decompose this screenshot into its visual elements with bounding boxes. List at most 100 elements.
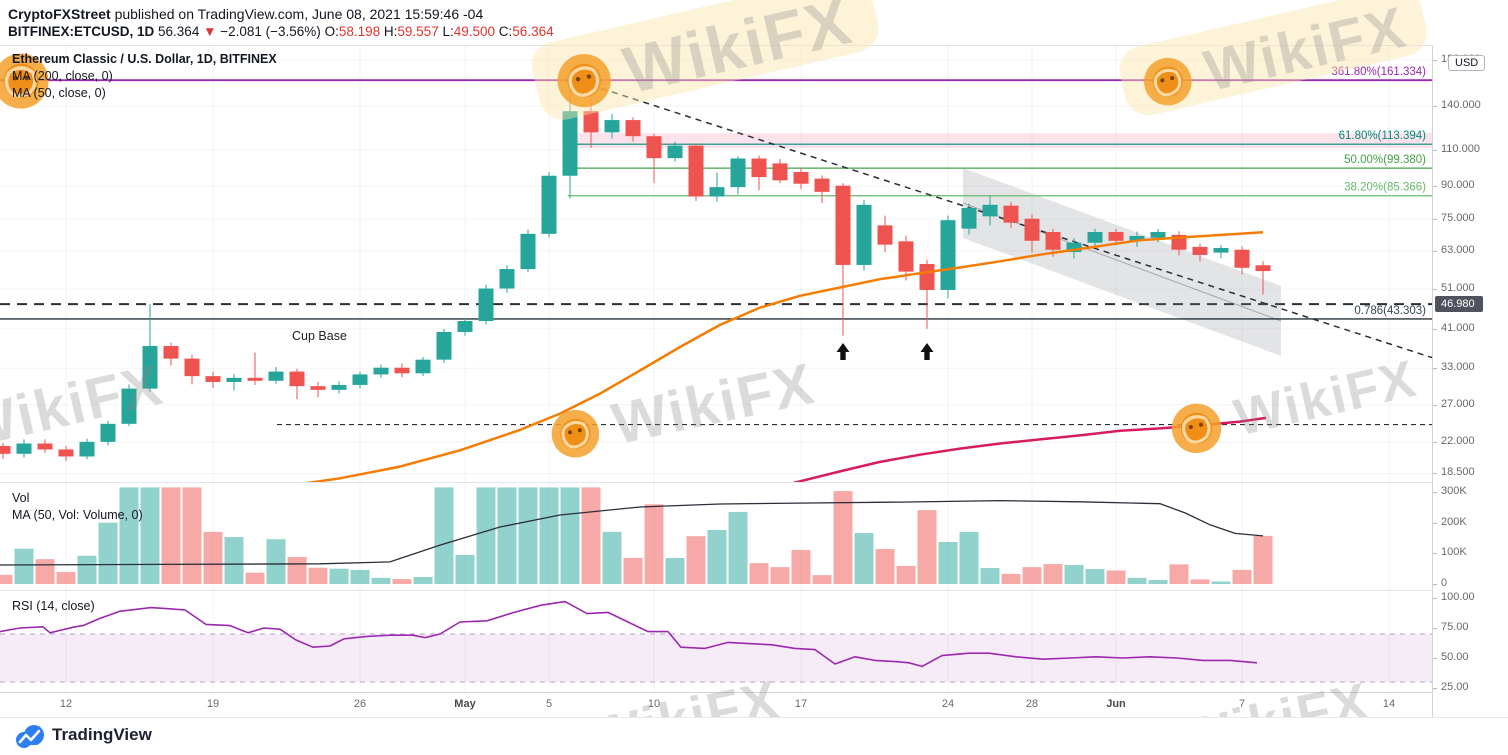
volume-bar[interactable] xyxy=(959,531,979,584)
candle-body[interactable] xyxy=(709,187,725,197)
candle-body[interactable] xyxy=(1192,246,1208,255)
candle-body[interactable] xyxy=(1150,232,1166,238)
candle-body[interactable] xyxy=(520,233,536,270)
volume-axis-label[interactable]: 100K xyxy=(1441,546,1467,559)
volume-bar[interactable] xyxy=(56,572,76,584)
candle-body[interactable] xyxy=(835,185,851,265)
volume-bar[interactable] xyxy=(812,575,832,584)
volume-bar[interactable] xyxy=(413,576,433,584)
volume-bar[interactable] xyxy=(1148,580,1168,584)
volume-axis-label[interactable]: 300K xyxy=(1441,484,1467,497)
volume-bar[interactable] xyxy=(182,487,202,584)
time-axis-label[interactable]: 24 xyxy=(941,698,955,710)
candle-body[interactable] xyxy=(226,377,242,382)
candle-body[interactable] xyxy=(415,359,431,374)
volume-bar[interactable] xyxy=(749,563,769,584)
candle-body[interactable] xyxy=(1234,249,1250,268)
volume-bar[interactable] xyxy=(623,557,643,584)
price-axis-label[interactable]: 41.000 xyxy=(1441,321,1475,334)
candle-body[interactable] xyxy=(436,331,452,360)
rsi-axis-label[interactable]: 100.00 xyxy=(1441,591,1475,603)
candle-body[interactable] xyxy=(16,443,32,454)
volume-bar[interactable] xyxy=(539,487,559,584)
candle-body[interactable] xyxy=(751,158,767,178)
volume-bar[interactable] xyxy=(791,549,811,584)
candle-body[interactable] xyxy=(541,175,557,234)
volume-bar[interactable] xyxy=(1190,579,1210,584)
candle-body[interactable] xyxy=(289,371,305,387)
time-axis-label[interactable]: 28 xyxy=(1025,698,1039,710)
candle-body[interactable] xyxy=(79,441,95,457)
price-axis-label[interactable]: 22.000 xyxy=(1441,434,1475,447)
volume-bar[interactable] xyxy=(1169,564,1189,584)
candle-body[interactable] xyxy=(394,367,410,374)
volume-bar[interactable] xyxy=(1253,535,1273,584)
volume-bar[interactable] xyxy=(329,568,349,584)
candle-body[interactable] xyxy=(688,145,704,197)
ma50-line[interactable] xyxy=(290,231,1264,482)
candle-body[interactable] xyxy=(1255,265,1271,272)
price-axis-label[interactable]: 140.000 xyxy=(1441,98,1481,111)
pane-separator-volume[interactable] xyxy=(0,482,1432,483)
volume-axis-label[interactable]: 0 xyxy=(1441,577,1448,589)
candle-body[interactable] xyxy=(331,384,347,390)
candle-body[interactable] xyxy=(646,136,662,159)
time-axis-label[interactable]: 5 xyxy=(545,698,553,710)
main-price-pane[interactable]: 361.80%(161.334) 61.80%(113.394) 50.00%(99… xyxy=(0,45,1432,482)
candle-body[interactable] xyxy=(1108,232,1124,241)
candle-body[interactable] xyxy=(163,346,179,359)
candle-body[interactable] xyxy=(1087,232,1103,243)
volume-bar[interactable] xyxy=(35,559,55,584)
time-axis-label[interactable]: Jun xyxy=(1106,698,1126,710)
candle-body[interactable] xyxy=(898,241,914,272)
time-axis-label[interactable]: 26 xyxy=(353,698,367,710)
candle-body[interactable] xyxy=(667,145,683,159)
price-axis-label[interactable]: 18.500 xyxy=(1441,466,1475,479)
up-arrow-annotation[interactable] xyxy=(920,343,934,360)
volume-bar[interactable] xyxy=(1022,567,1042,584)
candle-body[interactable] xyxy=(499,269,515,289)
candle-body[interactable] xyxy=(0,446,11,454)
volume-bar[interactable] xyxy=(1127,577,1147,584)
legend-ma200[interactable]: MA (200, close, 0) xyxy=(12,69,113,83)
rsi-axis-label[interactable]: 25.00 xyxy=(1441,681,1469,693)
volume-bar[interactable] xyxy=(518,487,538,584)
candle-body[interactable] xyxy=(940,220,956,290)
candle-body[interactable] xyxy=(268,371,284,381)
legend-ma50[interactable]: MA (50, close, 0) xyxy=(12,86,106,100)
volume-ma-line[interactable] xyxy=(0,499,1264,566)
volume-bar[interactable] xyxy=(602,531,622,584)
rsi-axis-label[interactable]: 50.00 xyxy=(1441,651,1469,663)
volume-bar[interactable] xyxy=(1211,581,1231,584)
candle-body[interactable] xyxy=(352,374,368,385)
time-axis-label[interactable]: 10 xyxy=(647,698,661,710)
volume-bar[interactable] xyxy=(980,568,1000,584)
volume-bar[interactable] xyxy=(833,491,853,584)
volume-bar[interactable] xyxy=(161,487,181,584)
candle-body[interactable] xyxy=(982,204,998,217)
volume-bar[interactable] xyxy=(119,487,139,584)
volume-bar[interactable] xyxy=(476,487,496,584)
volume-bar[interactable] xyxy=(938,541,958,584)
volume-bar[interactable] xyxy=(245,572,265,584)
time-axis-label[interactable]: 7 xyxy=(1238,698,1246,710)
time-axis-label[interactable]: 19 xyxy=(206,698,220,710)
price-axis-label[interactable]: 27.000 xyxy=(1441,397,1475,410)
volume-bar[interactable] xyxy=(140,487,160,584)
candle-body[interactable] xyxy=(814,178,830,192)
rsi-pane[interactable] xyxy=(0,590,1432,692)
volume-bar[interactable] xyxy=(224,537,244,584)
candle-body[interactable] xyxy=(583,111,599,133)
candle-body[interactable] xyxy=(1213,248,1229,253)
volume-bar[interactable] xyxy=(917,510,937,584)
candle-body[interactable] xyxy=(373,367,389,375)
volume-bar[interactable] xyxy=(1064,564,1084,584)
volume-axis-label[interactable]: 200K xyxy=(1441,515,1467,528)
volume-bar[interactable] xyxy=(350,569,370,584)
candle-body[interactable] xyxy=(1129,235,1145,241)
volume-bar[interactable] xyxy=(455,554,475,584)
price-axis-label[interactable]: 110.000 xyxy=(1441,142,1480,155)
candle-body[interactable] xyxy=(457,321,473,332)
volume-bar[interactable] xyxy=(1106,570,1126,584)
candle-body[interactable] xyxy=(961,207,977,229)
